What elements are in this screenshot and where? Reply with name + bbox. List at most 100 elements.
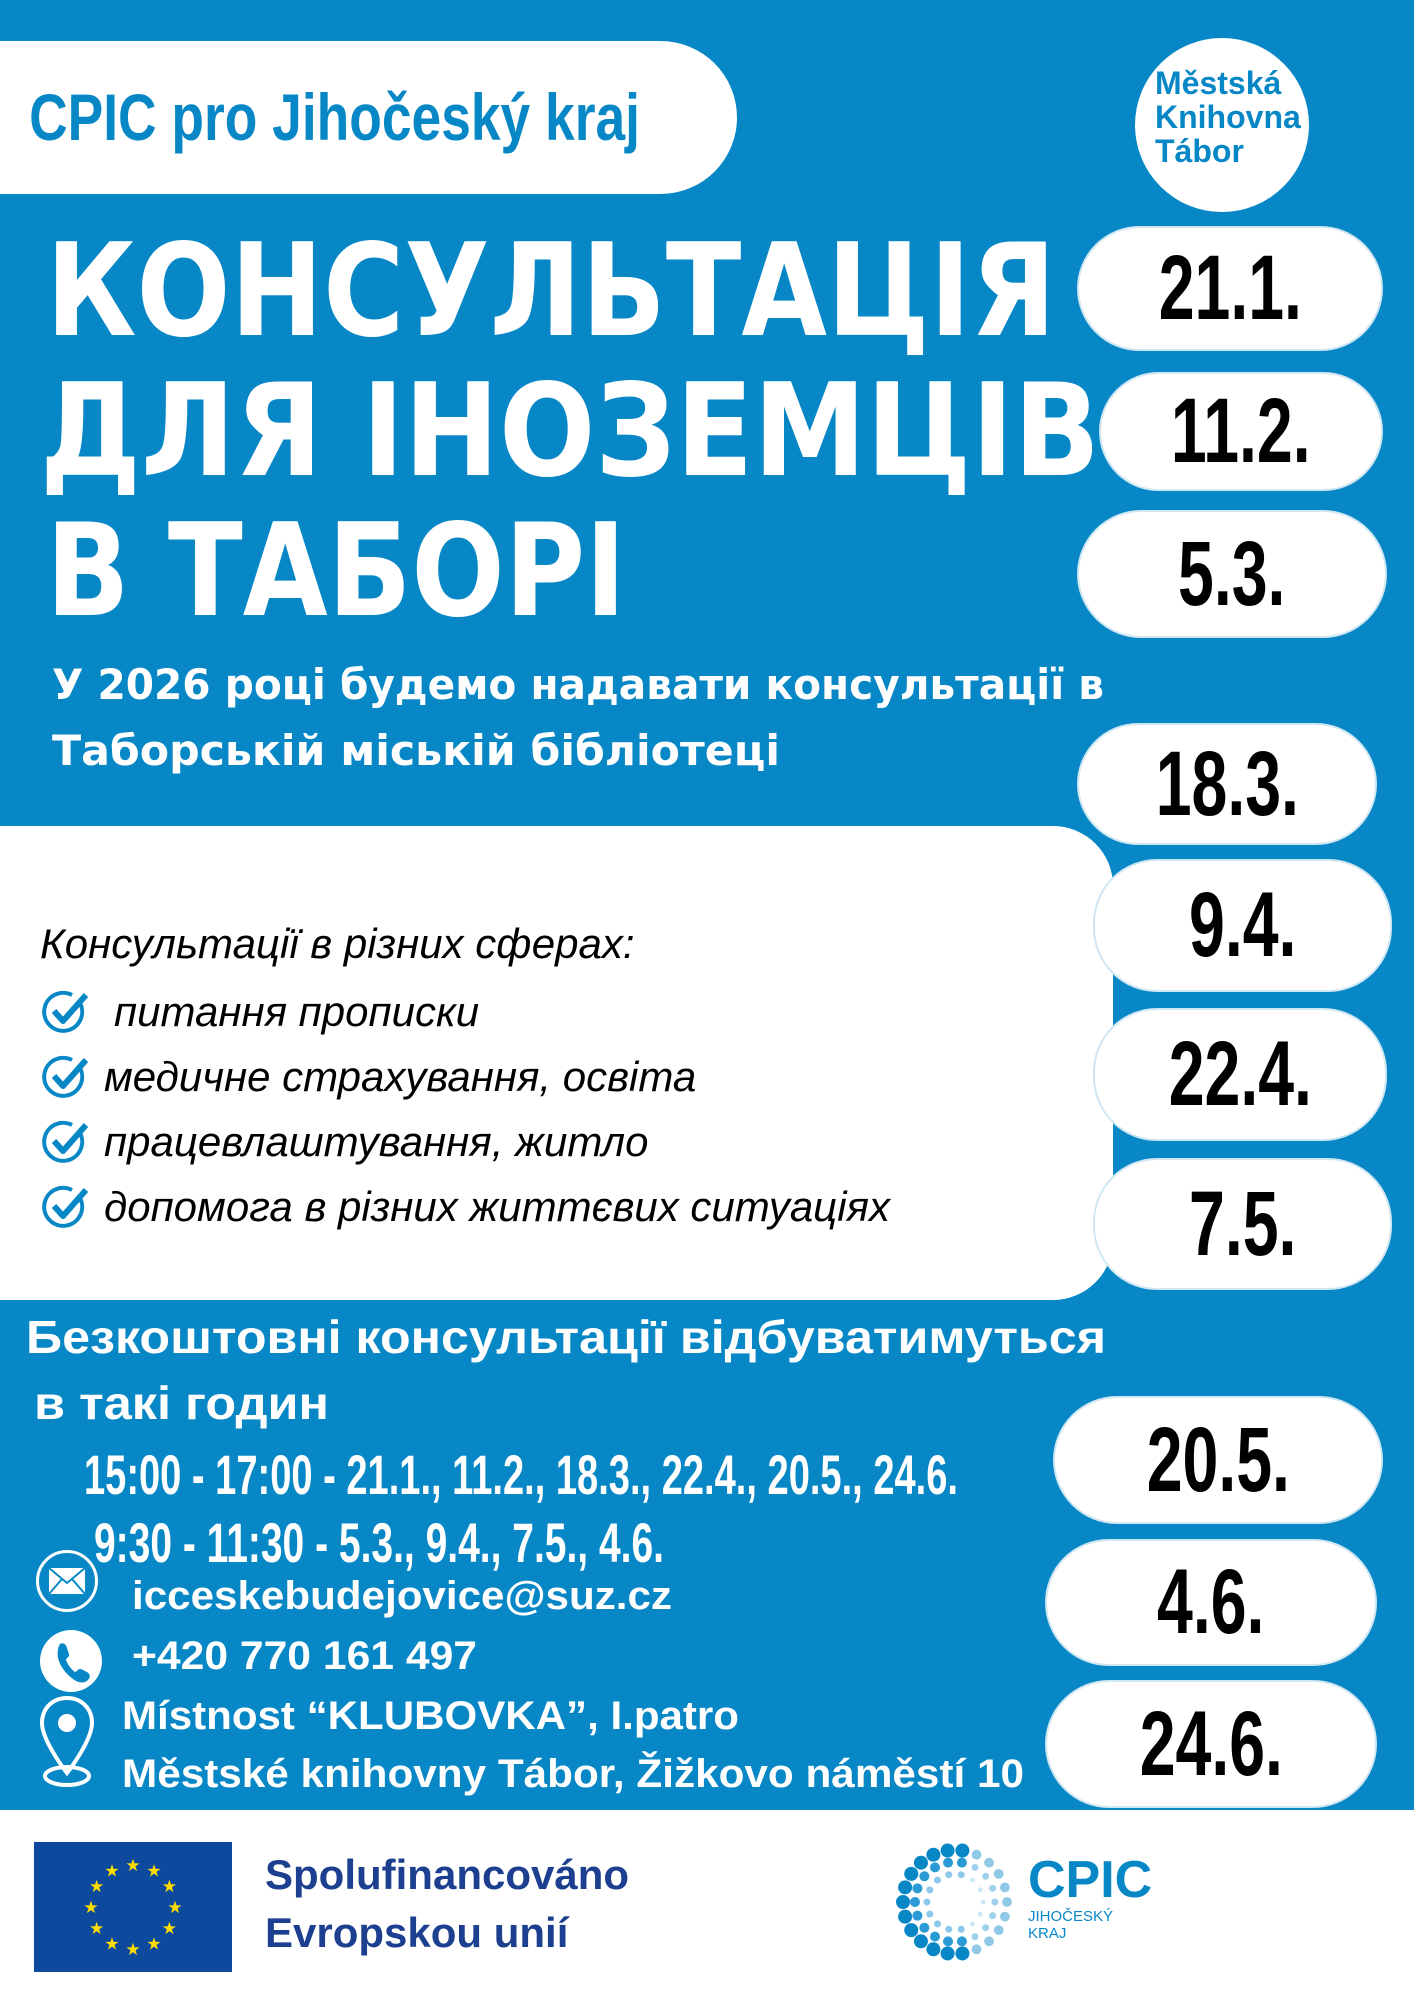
eu-cofinanced-text: Spolufinancováno Evropskou unií xyxy=(265,1846,629,1962)
cpic-dot xyxy=(955,1843,970,1858)
eu-star: ★ xyxy=(125,1856,140,1876)
sphere-item-label: медичне страхування, освіта xyxy=(104,1053,697,1100)
date-pill: 7.5. xyxy=(1093,1158,1392,1290)
cpic-dot xyxy=(926,1910,934,1918)
cpic-dot xyxy=(896,1895,910,1909)
cpic-dot xyxy=(989,1912,997,1920)
date-label: 7.5. xyxy=(1188,1172,1297,1275)
cpic-dot xyxy=(912,1883,923,1894)
cpic-dot xyxy=(982,1924,990,1932)
sphere-item-label: працевлаштування, житло xyxy=(104,1118,649,1165)
cpic-dot xyxy=(926,1847,941,1862)
eu-flag: ★ ★ ★ ★ ★ ★ ★ ★ ★ ★ ★ ★ xyxy=(34,1842,232,1972)
cpic-name: CPIC xyxy=(1028,1851,1153,1909)
phone-number[interactable]: +420 770 161 497 xyxy=(132,1634,477,1678)
cpic-dot xyxy=(898,1909,913,1924)
eu-star: ★ xyxy=(104,1934,119,1954)
cpic-dot xyxy=(977,1911,983,1917)
cpic-dot xyxy=(926,1886,934,1894)
cpic-dot xyxy=(943,1936,954,1947)
title-line: КОНСУЛЬТАЦІЯ xyxy=(46,217,1056,366)
cpic-dot xyxy=(926,1942,941,1957)
cpic-dot xyxy=(930,1931,940,1942)
cpic-dot xyxy=(971,1933,979,1941)
place-line: Místnost “KLUBOVKA”, I.patro xyxy=(122,1694,739,1738)
cpic-dot xyxy=(970,1921,975,1927)
cpic-dot xyxy=(913,1934,928,1949)
title-line: В ТАБОРІ xyxy=(46,497,626,646)
spheres-heading: Консультації в різних сферах: xyxy=(40,920,635,967)
date-pill: 20.5. xyxy=(1053,1396,1383,1524)
cpic-dot xyxy=(971,1849,982,1860)
cpic-dot xyxy=(984,1936,994,1947)
date-label: 18.3. xyxy=(1155,732,1299,835)
org-title: CPIC pro Jihočeský kraj xyxy=(29,80,641,154)
cpic-dot xyxy=(955,1946,970,1961)
cpic-dot xyxy=(912,1910,923,1921)
date-pill: 5.3. xyxy=(1077,510,1387,638)
subtitle-line: Таборській міській бібліотеці xyxy=(52,726,780,775)
cpic-dot xyxy=(957,1871,965,1879)
cpic-dot xyxy=(956,1936,967,1947)
cpic-dot xyxy=(945,1871,953,1879)
logo-line: Knihovna xyxy=(1155,99,1301,135)
cpic-logo-mark xyxy=(895,1842,1015,1966)
eu-star: ★ xyxy=(146,1934,161,1954)
cpic-dot xyxy=(945,1925,953,1933)
cpic-dot xyxy=(989,1884,997,1892)
cpic-dot xyxy=(904,1866,919,1881)
phone-icon xyxy=(38,1628,104,1698)
schedule-heading: Безкоштовні консультації відбуватимуться xyxy=(26,1311,1106,1363)
date-pill: 18.3. xyxy=(1077,723,1377,845)
eu-star: ★ xyxy=(89,1919,104,1939)
sphere-item: питання прописки xyxy=(42,988,479,1036)
eu-star: ★ xyxy=(104,1862,119,1882)
cpic-dot xyxy=(991,1898,999,1906)
date-pill: 22.4. xyxy=(1093,1008,1387,1141)
date-label: 11.2. xyxy=(1171,380,1311,482)
check-circle-icon xyxy=(42,990,88,1033)
cpic-dot xyxy=(940,1843,955,1858)
cpic-dot xyxy=(977,1887,983,1893)
eu-text-line: Spolufinancováno xyxy=(265,1851,630,1898)
library-logo: Městská Knihovna Tábor xyxy=(1135,38,1309,212)
cpic-dot xyxy=(970,1877,975,1883)
logo-line: Tábor xyxy=(1155,133,1244,169)
date-pill: 11.2. xyxy=(1099,372,1383,491)
schedule-row: 9:30 - 11:30 - 5.3., 9.4., 7.5., 4.6. xyxy=(94,1511,664,1574)
cpic-dot xyxy=(913,1855,928,1870)
cpic-region: KRAJ xyxy=(1028,1925,1067,1942)
check-circle-icon xyxy=(42,1055,88,1098)
cpic-dot xyxy=(982,1872,990,1880)
title-line: ДЛЯ ІНОЗЕМЦІВ xyxy=(40,357,1100,506)
cpic-dot xyxy=(993,1925,1004,1936)
date-pill: 4.6. xyxy=(1045,1539,1377,1666)
cpic-dot xyxy=(934,1920,942,1928)
eu-star: ★ xyxy=(89,1877,104,1897)
cpic-dot xyxy=(999,1882,1010,1893)
date-label: 5.3. xyxy=(1178,522,1286,625)
cpic-dot xyxy=(1002,1897,1012,1907)
eu-text-line: Evropskou unií xyxy=(265,1909,569,1956)
check-circle-icon xyxy=(42,1120,88,1163)
date-label: 22.4. xyxy=(1168,1023,1312,1125)
email-link[interactable]: icceskebudejovice@suz.cz xyxy=(132,1574,672,1618)
date-label: 24.6. xyxy=(1139,1692,1283,1795)
place-line: Městské knihovny Tábor, Žižkovo náměstí … xyxy=(122,1752,1024,1796)
email-icon xyxy=(36,1550,98,1612)
check-circle-icon xyxy=(42,1185,88,1228)
logo-line: Městská xyxy=(1155,65,1282,101)
date-pill: 21.1. xyxy=(1077,226,1383,351)
cpic-dot xyxy=(971,1863,979,1871)
cpic-dot xyxy=(957,1925,965,1933)
cpic-dot xyxy=(984,1857,994,1868)
cpic-dot xyxy=(919,1871,930,1882)
sphere-item: працевлаштування, житло xyxy=(42,1118,648,1166)
cpic-dot xyxy=(956,1857,967,1868)
cpic-dot xyxy=(934,1876,942,1884)
eu-star: ★ xyxy=(162,1877,177,1897)
cpic-dot xyxy=(919,1922,930,1933)
date-pill: 9.4. xyxy=(1093,859,1392,992)
cpic-logo: CPIC JIHOČESKÝ KRAJ xyxy=(1028,1852,1152,1942)
eu-star: ★ xyxy=(167,1898,182,1918)
